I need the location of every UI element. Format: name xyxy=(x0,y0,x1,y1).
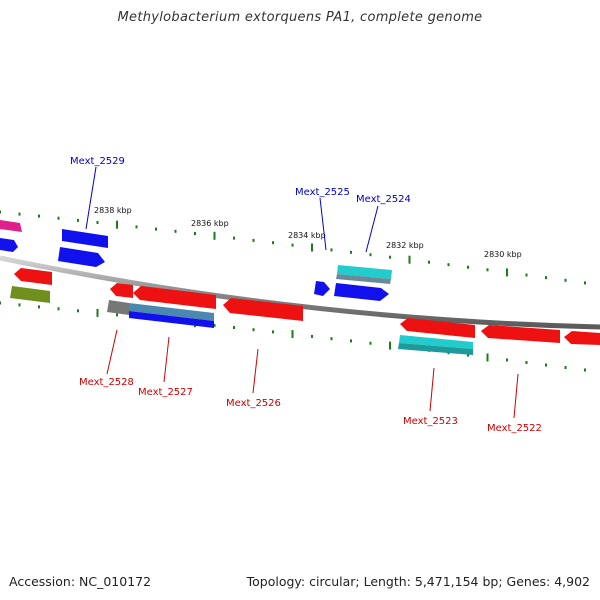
cds-feature[interactable] xyxy=(564,331,600,345)
cds-feature[interactable] xyxy=(336,274,391,284)
scale-label-2832: 2832 kbp xyxy=(386,241,424,250)
cds-feature[interactable] xyxy=(399,335,473,349)
cds-feature[interactable] xyxy=(334,283,389,301)
cds-feature[interactable] xyxy=(107,300,129,315)
map-title: Methylobacterium extorquens PA1, complet… xyxy=(117,10,483,25)
gene-label-mext-2529[interactable]: Mext_2529 xyxy=(70,156,125,167)
gene-label-mext-2525[interactable]: Mext_2525 xyxy=(295,187,350,198)
label-leader xyxy=(429,367,435,412)
cds-feature[interactable] xyxy=(0,238,18,252)
gene-label-mext-2527[interactable]: Mext_2527 xyxy=(138,387,193,398)
gene-label-mext-2524[interactable]: Mext_2524 xyxy=(356,194,411,205)
cds-feature[interactable] xyxy=(10,286,50,303)
cds-feature[interactable] xyxy=(58,247,105,267)
gene-label-mext-2522[interactable]: Mext_2522 xyxy=(487,423,542,434)
reverse-strand-features xyxy=(10,268,600,355)
gene-label-mext-2528[interactable]: Mext_2528 xyxy=(79,377,134,388)
cds-feature[interactable] xyxy=(223,298,303,321)
cds-feature[interactable] xyxy=(14,268,52,285)
cds-feature[interactable] xyxy=(398,343,473,355)
cds-feature[interactable] xyxy=(129,303,214,321)
label-leader xyxy=(252,348,259,394)
cds-feature[interactable] xyxy=(337,265,392,279)
forward-strand-features xyxy=(0,220,392,301)
cds-feature[interactable] xyxy=(129,311,214,328)
cds-feature[interactable] xyxy=(133,286,216,309)
cds-feature[interactable] xyxy=(314,281,330,296)
scale-label-2836: 2836 kbp xyxy=(191,219,229,228)
label-leader xyxy=(163,336,170,383)
cds-feature[interactable] xyxy=(0,220,22,232)
cds-feature[interactable] xyxy=(62,229,108,248)
scale-ticks-outer xyxy=(0,210,586,285)
cds-feature[interactable] xyxy=(400,318,475,338)
label-leader xyxy=(85,166,97,230)
gene-label-mext-2523[interactable]: Mext_2523 xyxy=(403,416,458,427)
scale-label-2838: 2838 kbp xyxy=(94,206,132,215)
genome-summary-text: Topology: circular; Length: 5,471,154 bp… xyxy=(246,574,590,589)
cds-feature[interactable] xyxy=(110,283,133,298)
label-leader xyxy=(513,373,519,419)
label-leader xyxy=(319,197,327,251)
label-leader xyxy=(106,329,118,375)
gene-label-mext-2526[interactable]: Mext_2526 xyxy=(226,398,281,409)
scale-label-2830: 2830 kbp xyxy=(484,250,522,259)
label-leader xyxy=(365,205,379,253)
cds-feature[interactable] xyxy=(481,325,560,343)
accession-text: Accession: NC_010172 xyxy=(9,574,152,589)
scale-label-2834: 2834 kbp xyxy=(288,231,326,240)
